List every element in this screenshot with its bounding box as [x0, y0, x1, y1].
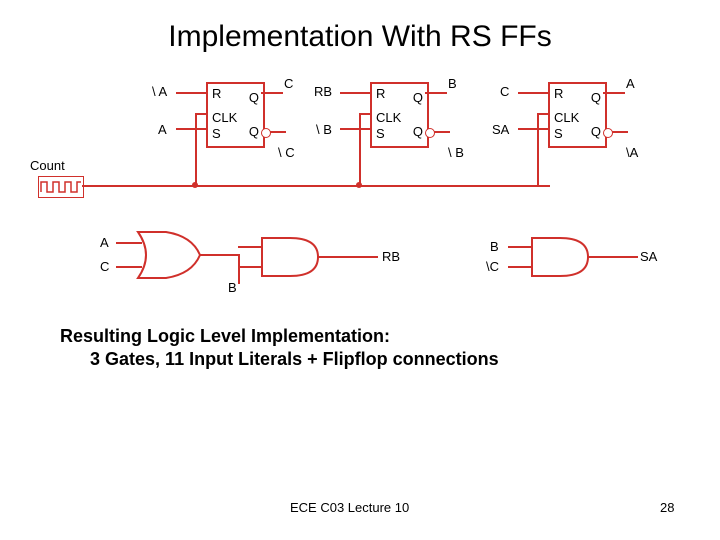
clk-wire-up1h — [195, 113, 206, 115]
ffa-pin-r: R — [554, 86, 563, 101]
footer-text: ECE C03 Lecture 10 — [290, 500, 409, 515]
andsa-in1-label: B — [490, 239, 499, 254]
ffb-pin-s: S — [376, 126, 385, 141]
or-in1-wire — [116, 242, 142, 244]
ffb-qbar-bubble — [425, 128, 435, 138]
ffa-pin-q: Q — [591, 90, 601, 105]
ffc-in-r-label: \ A — [152, 84, 167, 99]
flipflop-a: R CLK S Q Q — [548, 82, 607, 148]
andrb-out-wire — [318, 256, 378, 258]
clock-symbol-box — [38, 176, 84, 198]
ffb-in-s-label: \ B — [316, 122, 332, 137]
slide-title: Implementation With RS FFs — [0, 20, 720, 54]
ffa-qb-wire — [612, 131, 628, 133]
or-in2-label: C — [100, 259, 109, 274]
count-label: Count — [30, 158, 65, 173]
or-gate-icon — [130, 230, 202, 280]
andrb-in2-wire — [238, 266, 262, 268]
ffa-pin-qb: Q — [591, 124, 601, 139]
ffc-pin-s: S — [212, 126, 221, 141]
result-line1: Resulting Logic Level Implementation: — [60, 326, 390, 346]
andsa-out-label: SA — [640, 249, 657, 264]
flipflop-c: R CLK S Q Q — [206, 82, 265, 148]
ffb-q-wire — [425, 92, 447, 94]
clk-wire-up2h — [359, 113, 370, 115]
ffb-out-q-label: B — [448, 76, 457, 91]
ffb-qb-wire — [434, 131, 450, 133]
ffc-pin-qb: Q — [249, 124, 259, 139]
andrb-b-label: B — [228, 280, 237, 295]
ffc-r-wire — [176, 92, 206, 94]
andrb-in1-wire — [238, 246, 262, 248]
andsa-out-wire — [588, 256, 638, 258]
ffb-pin-r: R — [376, 86, 385, 101]
ffa-pin-s: S — [554, 126, 563, 141]
ffb-r-wire — [340, 92, 370, 94]
ffa-in-s-label: SA — [492, 122, 509, 137]
ffc-pin-q: Q — [249, 90, 259, 105]
or-in2-wire — [116, 266, 142, 268]
ffc-qb-wire — [270, 131, 286, 133]
ffc-q-wire — [261, 92, 283, 94]
ffc-s-wire — [176, 128, 206, 130]
ffc-pin-clk: CLK — [212, 110, 237, 125]
clk-wire-up3h — [537, 113, 548, 115]
page-number: 28 — [660, 500, 674, 515]
ffa-out-qb-label: \A — [626, 145, 638, 160]
andsa-in1-wire — [508, 246, 532, 248]
ffa-pin-clk: CLK — [554, 110, 579, 125]
ffa-qbar-bubble — [603, 128, 613, 138]
ffc-in-s-label: A — [158, 122, 167, 137]
ffa-in-r-label: C — [500, 84, 509, 99]
clk-dot-1 — [192, 182, 198, 188]
clk-wire-up2 — [359, 113, 361, 187]
or-out-wire — [199, 254, 239, 256]
and-gate-sa-icon — [530, 236, 592, 278]
or-in1-label: A — [100, 235, 109, 250]
result-text: Resulting Logic Level Implementation: 3 … — [60, 325, 499, 370]
clk-wire-up3 — [537, 113, 539, 187]
ffb-out-qb-label: \ B — [448, 145, 464, 160]
ffb-pin-q: Q — [413, 90, 423, 105]
ffa-r-wire — [518, 92, 548, 94]
ffc-out-qb-label: \ C — [278, 145, 295, 160]
ffa-s-wire — [518, 128, 548, 130]
clock-wave-icon — [39, 177, 83, 197]
ffb-pin-clk: CLK — [376, 110, 401, 125]
clk-dot-2 — [356, 182, 362, 188]
result-line2: 3 Gates, 11 Input Literals + Flipflop co… — [90, 349, 499, 369]
andsa-in2-label: \C — [486, 259, 499, 274]
clk-wire-up1 — [195, 113, 197, 187]
ffc-pin-r: R — [212, 86, 221, 101]
ffa-out-q-label: A — [626, 76, 635, 91]
and-gate-rb-icon — [260, 236, 322, 278]
ffa-q-wire — [603, 92, 625, 94]
ffb-s-wire — [340, 128, 370, 130]
andrb-out-label: RB — [382, 249, 400, 264]
flipflop-b: R CLK S Q Q — [370, 82, 429, 148]
ffb-pin-qb: Q — [413, 124, 423, 139]
clk-wire-main — [82, 185, 550, 187]
andrb-b-vert — [238, 254, 240, 284]
andsa-in2-wire — [508, 266, 532, 268]
ffc-qbar-bubble — [261, 128, 271, 138]
ffb-in-r-label: RB — [314, 84, 332, 99]
ffc-out-q-label: C — [284, 76, 293, 91]
